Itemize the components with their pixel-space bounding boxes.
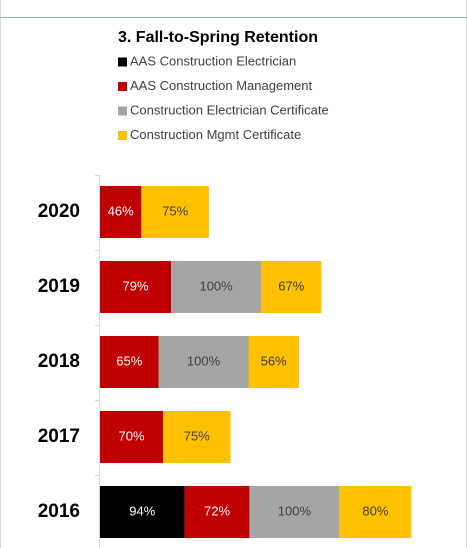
bar-segment xyxy=(100,186,142,238)
value-label: 46% xyxy=(108,203,134,218)
category-label: 2020 xyxy=(38,201,80,222)
value-label: 72% xyxy=(204,503,230,518)
bar-segment xyxy=(100,411,163,463)
bar-segment xyxy=(248,336,299,388)
bar-segment xyxy=(141,186,209,238)
category-label: 2016 xyxy=(38,501,80,522)
bar-segment xyxy=(171,261,262,313)
bar-segment xyxy=(100,486,185,538)
value-label: 65% xyxy=(116,353,142,368)
legend-label: Construction Electrician Certificate xyxy=(130,102,329,117)
bar-segment xyxy=(339,486,412,538)
value-label: 56% xyxy=(261,353,287,368)
legend-swatch xyxy=(118,106,127,116)
value-label: 94% xyxy=(129,503,155,518)
value-label: 67% xyxy=(278,278,304,293)
value-label: 100% xyxy=(278,503,312,518)
bar-segment xyxy=(163,411,231,463)
legend-label: AAS Construction Electrician xyxy=(130,53,296,68)
bar-segment xyxy=(100,336,159,388)
chart-title: 3. Fall-to-Spring Retention xyxy=(118,29,318,46)
bar-segment xyxy=(100,261,172,313)
value-label: 100% xyxy=(187,353,221,368)
bar-segment xyxy=(184,486,250,538)
legend-swatch xyxy=(118,57,127,67)
bar-segment xyxy=(158,336,249,388)
category-label: 2019 xyxy=(38,276,80,297)
category-label: 2018 xyxy=(38,351,80,372)
category-label: 2017 xyxy=(38,426,80,447)
legend-swatch xyxy=(118,131,127,140)
bar-segment xyxy=(261,261,322,313)
value-label: 80% xyxy=(362,503,388,518)
bar-segment xyxy=(249,486,340,538)
value-label: 75% xyxy=(162,203,188,218)
value-label: 75% xyxy=(184,428,210,443)
value-label: 79% xyxy=(123,278,149,293)
legend-label: Construction Mgmt Certificate xyxy=(130,127,301,142)
legend-swatch xyxy=(118,82,127,91)
value-label: 70% xyxy=(118,428,144,443)
value-label: 100% xyxy=(199,278,233,293)
legend-label: AAS Construction Management xyxy=(130,78,312,93)
